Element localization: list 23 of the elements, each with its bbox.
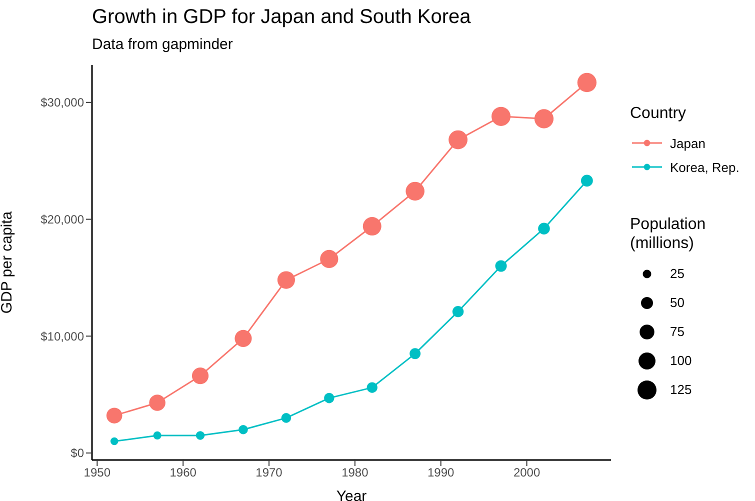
x-tick-label: 2000 — [513, 466, 540, 480]
chart-subtitle: Data from gapminder — [92, 36, 233, 53]
legend-title: Country — [630, 105, 688, 123]
y-tick-label: $20,000 — [40, 212, 84, 227]
legend-label: 50 — [670, 295, 684, 310]
legend-label: 25 — [670, 266, 684, 281]
x-tick-label: 1950 — [84, 466, 111, 480]
x-tick-label: 1970 — [256, 466, 283, 480]
y-tick-label: $10,000 — [40, 329, 84, 344]
text: Population (millions) — [630, 215, 707, 253]
x-tick-label: 1980 — [342, 466, 369, 480]
x-axis-title: Year — [336, 488, 367, 501]
x-tick-label: 1960 — [170, 466, 197, 480]
chart-title: Growth in GDP for Japan and South Korea — [92, 6, 471, 29]
legend-label: Japan — [670, 136, 706, 150]
legend-label: Korea, Rep. — [670, 160, 740, 174]
legend-label: 125 — [670, 382, 692, 397]
legend-label: 75 — [670, 324, 684, 339]
y-tick-label: $0 — [70, 446, 84, 460]
legend-label: 100 — [670, 353, 692, 368]
y-axis-title: GDP per capita — [0, 210, 16, 314]
x-tick-label: 1990 — [428, 466, 455, 480]
y-tick-label: $30,000 — [40, 96, 84, 110]
